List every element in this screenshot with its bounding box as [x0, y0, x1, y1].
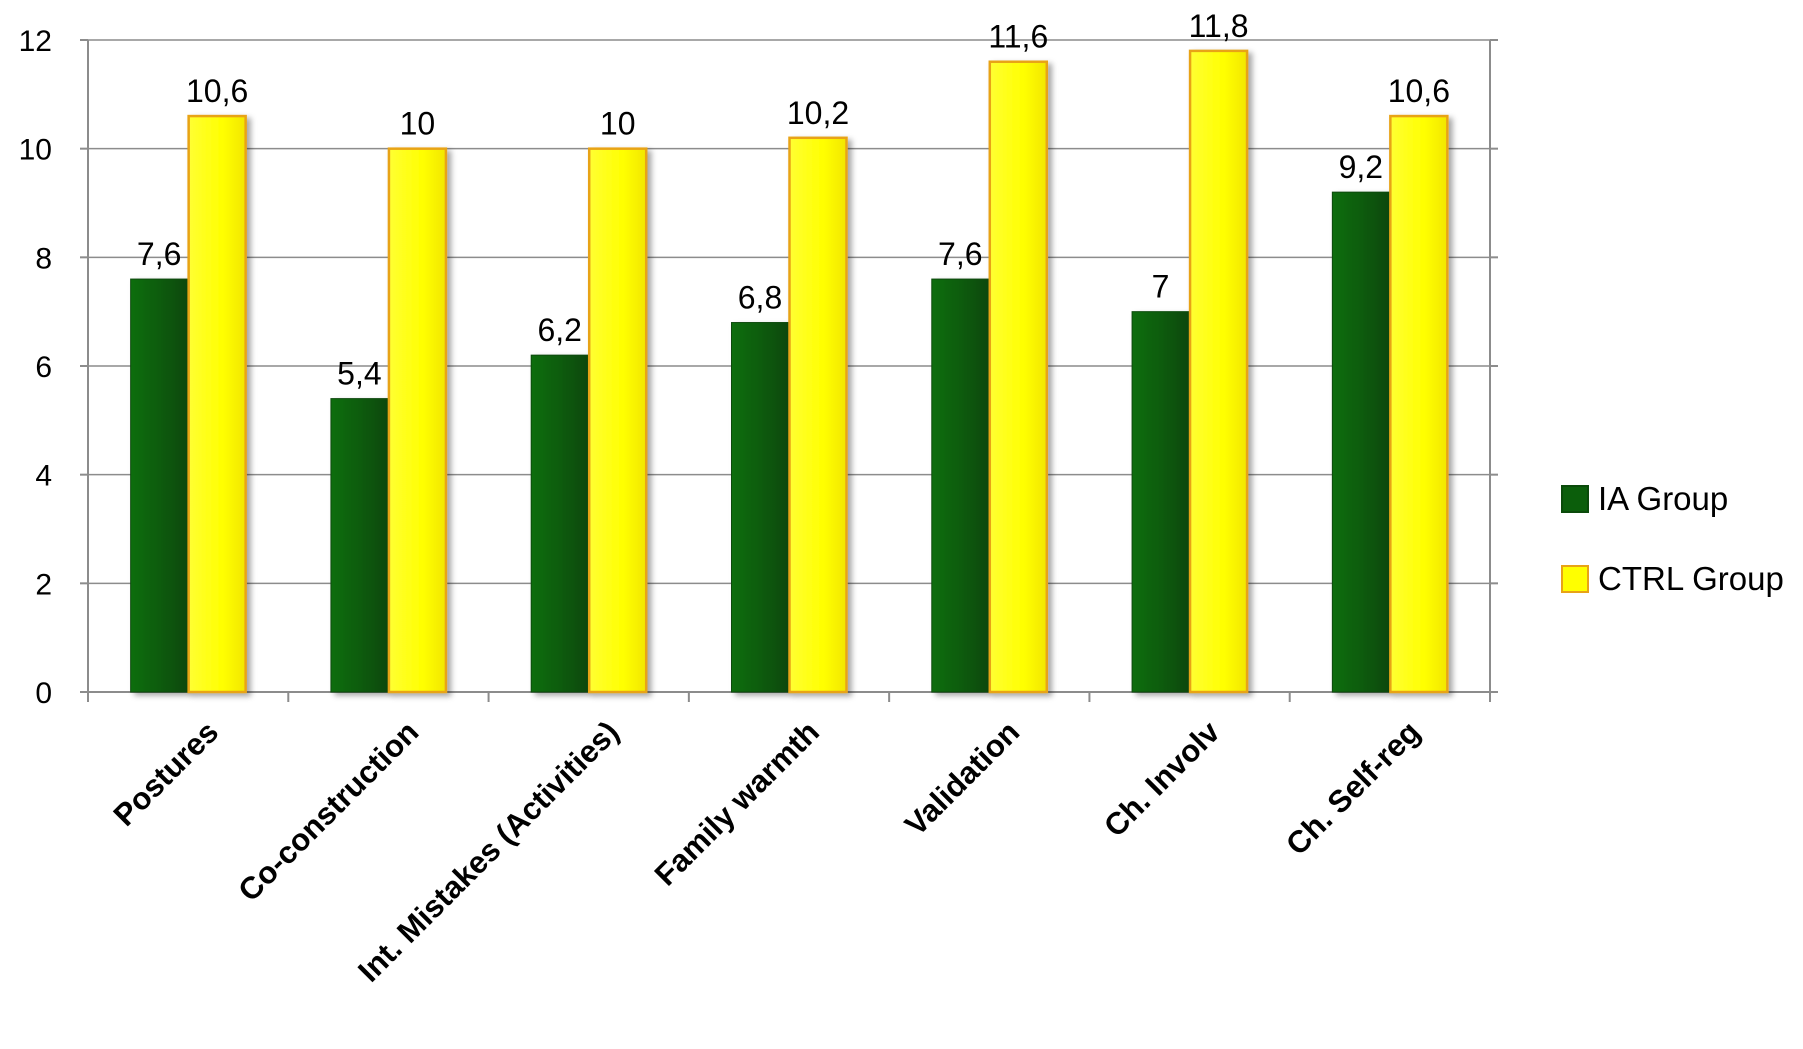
legend: IA Group CTRL Group [1561, 480, 1784, 597]
legend-swatch-ia [1561, 485, 1589, 513]
bar-ctrl-2 [387, 147, 448, 694]
y-tick-label: 0 [35, 677, 52, 710]
category-label-1: Postures [107, 714, 226, 833]
category-label-7: Ch. Self-reg [1279, 714, 1427, 862]
data-label-ia-2: 5,4 [337, 356, 381, 392]
data-label-ctrl-4: 10,2 [787, 95, 849, 131]
data-labels: 7,6 10,6 5,4 10 6,2 10 6,8 10,2 7,6 11,6 7 11,8 9,2 1… [137, 8, 1450, 392]
bar-ia-5 [931, 278, 990, 693]
bar-ia-2 [330, 398, 389, 693]
data-label-ctrl-5: 11,6 [988, 19, 1048, 55]
bar-ia-7 [1331, 191, 1390, 693]
data-label-ia-1: 7,6 [137, 236, 181, 272]
bar-ia-1 [130, 278, 189, 693]
data-label-ia-3: 6,2 [537, 312, 581, 348]
bar-ia-3 [530, 354, 589, 693]
data-label-ia-4: 6,8 [738, 280, 782, 316]
category-label-2: Co-construction [231, 714, 425, 908]
category-label-5: Validation [898, 714, 1026, 842]
bar-ctrl-1 [187, 114, 247, 694]
bar-ctrl-3 [587, 147, 648, 694]
y-tick-label: 10 [19, 134, 52, 167]
data-label-ia-5: 7,6 [938, 236, 982, 272]
data-label-ctrl-1: 10,6 [186, 73, 248, 109]
data-label-ctrl-3: 10 [600, 106, 636, 142]
data-label-ctrl-6: 11,8 [1189, 8, 1249, 44]
bar-ia-6 [1131, 311, 1190, 693]
data-label-ia-7: 9,2 [1339, 149, 1383, 185]
data-label-ctrl-2: 10 [400, 106, 436, 142]
category-label-4: Family warmth [648, 714, 826, 892]
category-label-6: Ch. Involv [1097, 714, 1227, 844]
y-tick-label: 2 [35, 568, 52, 601]
data-label-ctrl-7: 10,6 [1388, 73, 1450, 109]
legend-label-ctrl: CTRL Group [1598, 560, 1784, 597]
y-tick-label: 12 [19, 25, 52, 58]
bar-ctrl-6 [1188, 49, 1249, 694]
bar-ctrl-4 [788, 136, 848, 694]
bars [130, 49, 1449, 694]
y-tick-label: 6 [35, 351, 52, 384]
y-tick-label: 4 [35, 460, 52, 493]
bar-ctrl-7 [1389, 114, 1449, 694]
legend-swatch-ctrl [1561, 565, 1589, 593]
bar-ctrl-5 [988, 60, 1049, 694]
bar-ia-4 [731, 322, 789, 693]
data-label-ia-6: 7 [1152, 269, 1170, 305]
y-tick-label: 8 [35, 242, 52, 275]
legend-label-ia: IA Group [1598, 480, 1728, 517]
